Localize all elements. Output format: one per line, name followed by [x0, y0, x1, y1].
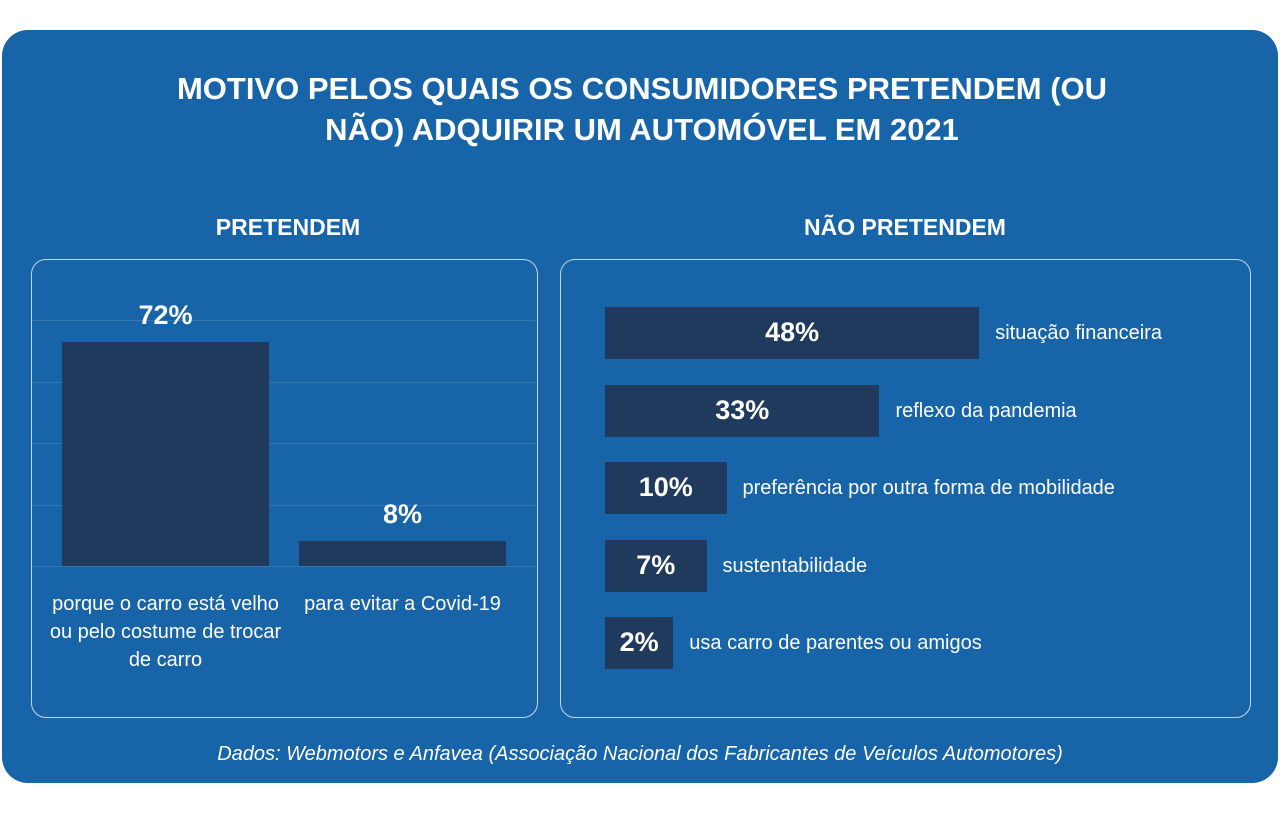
category-label: situação financeira: [995, 322, 1162, 344]
bar: [605, 307, 980, 359]
grid-line: [32, 504, 535, 506]
bar: [605, 384, 880, 437]
chart-title: MOTIVO PELOS QUAIS OS CONSUMIDORES PRETE…: [176, 71, 1108, 147]
section-title: NÃO PRETENDEM: [804, 214, 1006, 240]
panel: [560, 259, 1251, 718]
card: MOTIVO PELOS QUAIS OS CONSUMIDORES PRETE…: [2, 30, 1278, 783]
grid-line: [32, 443, 535, 444]
bar: [62, 342, 269, 566]
grid-line: [32, 320, 535, 321]
category-label: para evitar a Covid-19: [304, 593, 501, 615]
category-label: sustentabilidade: [722, 554, 868, 577]
value-label: 72%: [138, 300, 193, 330]
value-label: 10%: [638, 472, 693, 502]
bar: [299, 541, 506, 566]
grid-line: [32, 381, 535, 383]
category-label: preferência por outra forma de mobilidad…: [742, 477, 1115, 499]
bar: [605, 539, 707, 592]
category-label: usa carro de parentes ou amigos: [689, 632, 982, 654]
value-label: 8%: [382, 499, 423, 530]
value-label: 48%: [765, 317, 820, 347]
category-label: reflexo da pandemia: [895, 399, 1077, 422]
source: Dados: Webmotors e Anfavea (Associação N…: [217, 743, 1063, 765]
bar: [605, 617, 674, 669]
value-label: 7%: [636, 549, 676, 580]
bar: [605, 462, 727, 514]
panel: [31, 259, 538, 718]
grid-line: [32, 566, 535, 567]
value-label: 33%: [715, 394, 770, 425]
section-title: PRETENDEM: [215, 214, 361, 240]
value-label: 2%: [619, 627, 659, 657]
category-label: porque o carro está velho ou pelo costum…: [49, 593, 282, 671]
